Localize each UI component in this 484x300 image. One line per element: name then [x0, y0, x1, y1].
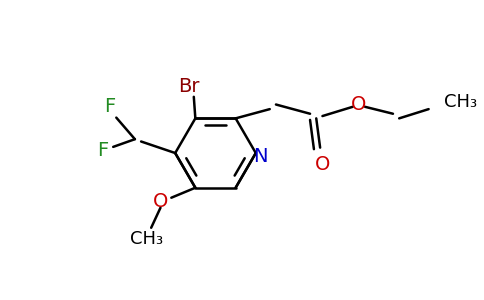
- Text: CH₃: CH₃: [130, 230, 163, 247]
- Text: N: N: [253, 147, 268, 167]
- Text: CH₃: CH₃: [444, 93, 477, 111]
- Text: O: O: [351, 95, 366, 114]
- Text: O: O: [315, 155, 330, 174]
- Text: O: O: [153, 192, 168, 211]
- Text: F: F: [105, 97, 116, 116]
- Text: Br: Br: [179, 76, 200, 95]
- Text: F: F: [97, 141, 108, 160]
